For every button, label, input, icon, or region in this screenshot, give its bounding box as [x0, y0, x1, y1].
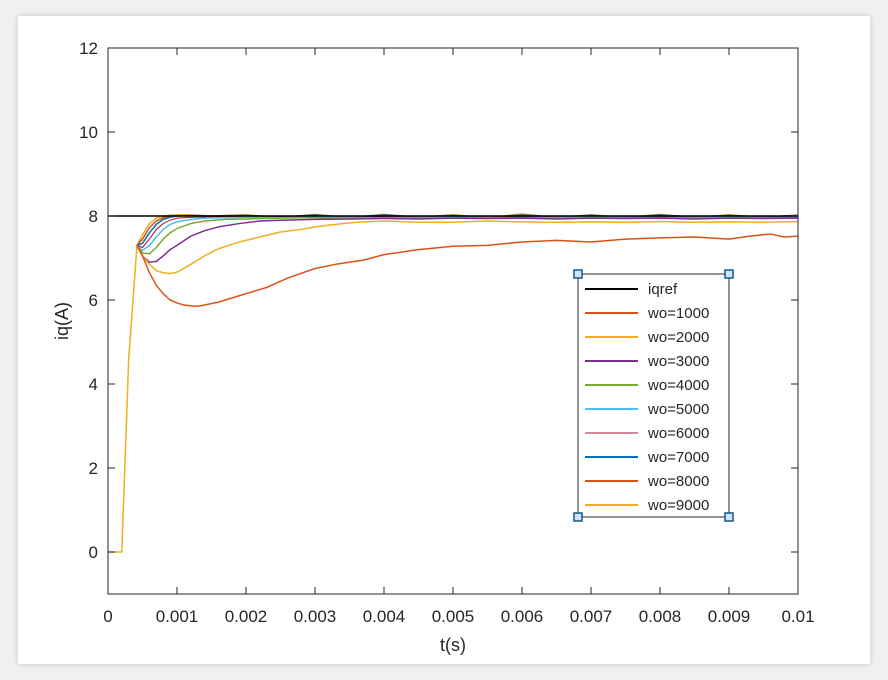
y-tick-label: 2: [89, 459, 98, 478]
y-tick-label: 10: [79, 123, 98, 142]
legend-entry-label: wo=5000: [647, 401, 709, 418]
legend-resize-handle[interactable]: [573, 512, 583, 522]
legend[interactable]: iqref wo=1000 wo=2000 wo=3000 wo=4000 wo=5000…: [573, 269, 734, 522]
legend-entry-label: wo=9000: [647, 497, 709, 514]
x-tick-label: 0.006: [501, 607, 544, 626]
legend-entry-label: wo=2000: [647, 329, 709, 346]
legend-resize-handle[interactable]: [724, 269, 734, 279]
legend-resize-handle[interactable]: [573, 269, 583, 279]
x-tick-label: 0.002: [225, 607, 268, 626]
x-tick-label: 0.01: [781, 607, 814, 626]
x-tick-label: 0.007: [570, 607, 613, 626]
legend-entry-label: wo=7000: [647, 449, 709, 466]
y-tick-label: 0: [89, 543, 98, 562]
legend-entry-label: wo=1000: [647, 305, 709, 322]
legend-entry-label: wo=8000: [647, 473, 709, 490]
series-line-wo-3000: [136, 217, 799, 263]
legend-resize-handle[interactable]: [724, 512, 734, 522]
series-line-wo-2000: [136, 220, 799, 275]
legend-entry-label: iqref: [648, 281, 678, 298]
line-chart: 0 0.001 0.002 0.003 0.004 0.005 0.006 0.007 0.00…: [52, 39, 815, 655]
legend-entry-label: wo=4000: [647, 377, 709, 394]
x-tick-label: 0.005: [432, 607, 475, 626]
tick-layer: 0 0.001 0.002 0.003 0.004 0.005 0.006 0.007 0.00…: [79, 39, 814, 626]
x-tick-label: 0: [103, 607, 112, 626]
x-tick-label: 0.003: [294, 607, 337, 626]
legend-entry-label: wo=3000: [647, 353, 709, 370]
figure-panel: 0 0.001 0.002 0.003 0.004 0.005 0.006 0.007 0.00…: [18, 16, 870, 664]
series-line-wo-1000: [136, 233, 799, 308]
series-layer: [108, 213, 799, 553]
legend-box: [577, 273, 730, 518]
x-tick-label: 0.001: [156, 607, 199, 626]
y-axis-label: iq(A): [52, 302, 72, 340]
y-tick-label: 6: [89, 291, 98, 310]
y-tick-label: 12: [79, 39, 98, 58]
x-tick-label: 0.004: [363, 607, 406, 626]
legend-entry-label: wo=6000: [647, 425, 709, 442]
y-tick-label: 4: [89, 375, 98, 394]
x-axis-label: t(s): [440, 635, 466, 655]
x-tick-label: 0.008: [639, 607, 682, 626]
x-tick-label: 0.009: [708, 607, 751, 626]
y-tick-label: 8: [89, 207, 98, 226]
